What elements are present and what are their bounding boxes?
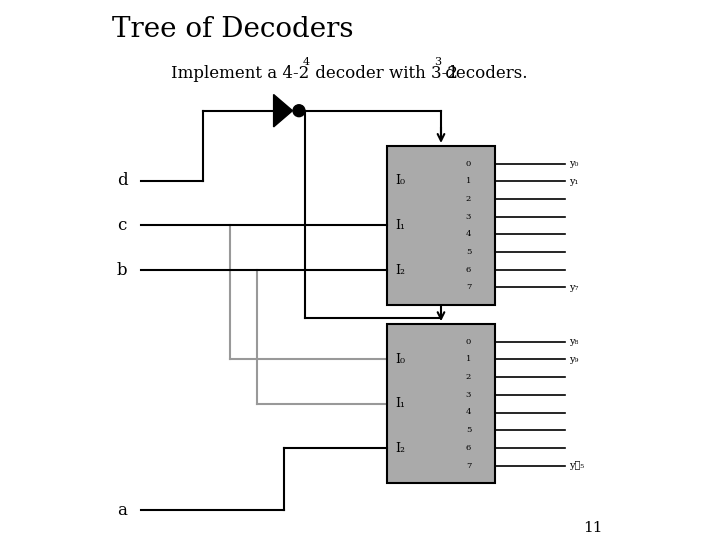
Text: 6: 6 <box>466 444 471 452</box>
Bar <box>387 324 495 483</box>
Text: I₂: I₂ <box>396 264 405 276</box>
Text: 11: 11 <box>583 521 603 535</box>
Text: I₁: I₁ <box>396 397 405 410</box>
Text: 3: 3 <box>466 391 471 399</box>
Text: a: a <box>117 502 127 519</box>
Bar <box>387 146 495 305</box>
Text: I₁: I₁ <box>396 219 405 232</box>
Text: y₁: y₁ <box>570 177 579 186</box>
Circle shape <box>293 105 305 117</box>
Text: y₉: y₉ <box>570 355 579 364</box>
Text: y₈: y₈ <box>570 337 579 346</box>
Text: 2: 2 <box>466 373 471 381</box>
Polygon shape <box>274 94 292 127</box>
Text: I₀: I₀ <box>396 174 405 187</box>
Text: 3: 3 <box>466 213 471 221</box>
Text: 7: 7 <box>466 284 471 292</box>
Text: c: c <box>117 217 127 234</box>
Text: decoder with 3-2: decoder with 3-2 <box>310 65 458 82</box>
Text: y₇: y₇ <box>570 283 579 292</box>
Text: I₀: I₀ <box>396 353 405 366</box>
Text: 1: 1 <box>466 355 471 363</box>
Text: decoders.: decoders. <box>440 65 528 82</box>
Text: d: d <box>117 172 127 190</box>
Text: b: b <box>117 261 127 279</box>
Text: 7: 7 <box>466 462 471 470</box>
Text: 0: 0 <box>466 159 471 167</box>
Text: 4: 4 <box>302 57 310 67</box>
Text: 2: 2 <box>466 195 471 203</box>
Text: 1: 1 <box>466 177 471 185</box>
Text: Implement a 4-2: Implement a 4-2 <box>171 65 310 82</box>
Text: Tree of Decoders: Tree of Decoders <box>112 16 353 43</box>
Text: 5: 5 <box>466 248 471 256</box>
Text: y₏₅: y₏₅ <box>570 461 585 470</box>
Text: 4: 4 <box>466 408 472 416</box>
Text: 5: 5 <box>466 426 471 434</box>
Text: 6: 6 <box>466 266 471 274</box>
Text: 0: 0 <box>466 338 471 346</box>
Text: I₂: I₂ <box>396 442 405 455</box>
Text: y₀: y₀ <box>570 159 579 168</box>
Text: 3: 3 <box>435 57 441 67</box>
Text: 4: 4 <box>466 230 472 238</box>
